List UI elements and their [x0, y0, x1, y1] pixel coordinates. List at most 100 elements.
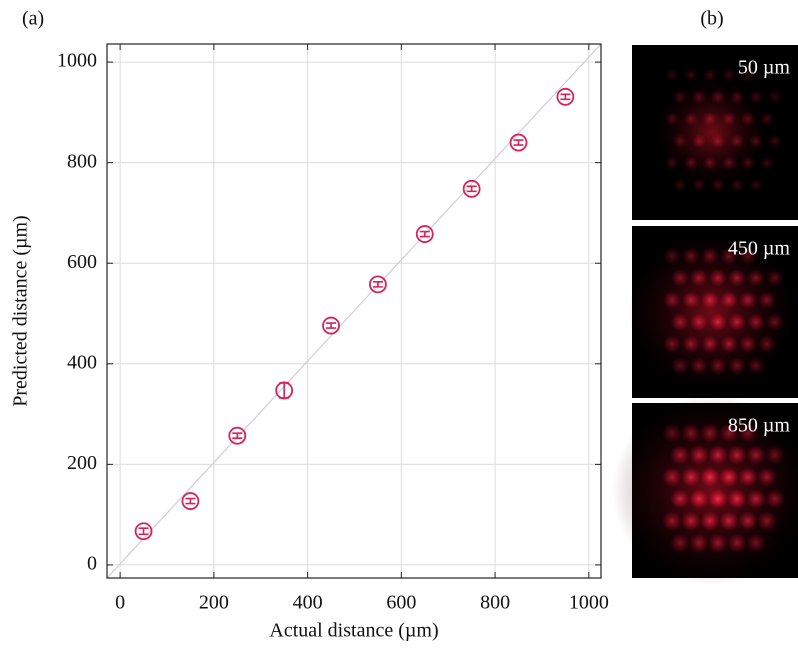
speckle-spot	[740, 155, 756, 171]
speckle-spot	[767, 133, 783, 149]
x-axis-label: Actual distance (µm)	[269, 620, 438, 642]
speckle-spot	[758, 335, 776, 353]
speckle-spot	[671, 313, 689, 331]
speckle-spot	[690, 313, 708, 331]
speckle-spot	[759, 111, 775, 127]
speckle-spot	[746, 445, 766, 465]
speckle-spot	[758, 291, 776, 309]
speckle-spot	[729, 177, 745, 193]
y-tick-label: 200	[67, 452, 97, 474]
speckle-spot	[690, 269, 708, 287]
speckle-spot	[738, 511, 758, 531]
speckle-spot	[683, 155, 699, 171]
y-tick-label: 600	[67, 251, 97, 273]
marker	[509, 133, 528, 152]
speckle-spot	[710, 177, 726, 193]
speckle-spot	[740, 67, 756, 83]
speckle-spot	[740, 111, 756, 127]
marker	[322, 316, 340, 335]
speckle-spot	[662, 467, 682, 487]
speckle-spot	[767, 89, 783, 105]
speckle-spot	[681, 423, 701, 443]
speckle-spot	[700, 423, 720, 443]
y-tick-label: 400	[67, 351, 97, 373]
speckle-spot	[721, 67, 737, 83]
speckle-spot	[671, 357, 689, 375]
speckle-spot	[748, 89, 764, 105]
x-tick-label: 200	[199, 592, 229, 614]
panel-label: (a)	[22, 8, 44, 30]
reference-line	[106, 43, 602, 579]
image-label: 850 µm	[728, 415, 791, 437]
speckle-spot	[765, 489, 785, 509]
speckle-spot	[728, 313, 746, 331]
panel-label: (b)	[700, 8, 723, 30]
speckle-spot	[757, 511, 777, 531]
speckle-spot	[664, 67, 680, 83]
speckle-spot	[766, 313, 784, 331]
speckle-spot	[701, 247, 719, 265]
speckle-spot	[691, 133, 707, 149]
marker	[134, 522, 153, 541]
speckle-spot	[747, 269, 765, 287]
speckle-spot	[672, 89, 688, 105]
marker	[415, 225, 434, 243]
speckle-spot	[702, 155, 718, 171]
error-bar	[560, 93, 571, 101]
speckle-spot	[728, 357, 746, 375]
speckle-spot	[739, 335, 757, 353]
plot-frame	[106, 43, 602, 579]
speckle-spot	[702, 111, 718, 127]
speckle-spot	[670, 445, 690, 465]
speckle-spot	[702, 67, 718, 83]
speckle-spot	[690, 357, 708, 375]
speckle-spot	[682, 247, 700, 265]
marker	[181, 492, 200, 510]
speckle-spot	[682, 335, 700, 353]
speckle-spot	[719, 511, 739, 531]
speckle-spot	[748, 177, 764, 193]
speckle-spot	[664, 155, 680, 171]
speckle-spot	[720, 247, 738, 265]
speckle-spot	[709, 313, 727, 331]
marker	[462, 179, 481, 198]
image-label: 450 µm	[728, 238, 791, 260]
speckle-spot	[757, 467, 777, 487]
speckle-spot	[663, 291, 681, 309]
y-tick-label: 1000	[57, 50, 97, 72]
speckle-spot	[719, 467, 739, 487]
speckle-spot	[701, 291, 719, 309]
speckle-spot	[670, 489, 690, 509]
speckle-spot	[681, 511, 701, 531]
speckle-spot	[708, 445, 728, 465]
speckle-spot	[720, 291, 738, 309]
error-bar	[326, 322, 337, 329]
error-bar	[372, 281, 383, 288]
marker	[228, 426, 247, 445]
error-bar	[466, 185, 477, 193]
speckle-spot	[689, 489, 709, 509]
image-label: 50 µm	[738, 57, 791, 79]
error-bar	[138, 527, 149, 536]
x-tick-label: 1000	[569, 592, 609, 614]
y-tick-label: 800	[67, 150, 97, 172]
speckle-spot	[708, 489, 728, 509]
speckle-spot	[671, 269, 689, 287]
speckle-spot	[670, 533, 690, 553]
x-tick-label: 0	[115, 592, 125, 614]
speckle-spot	[682, 291, 700, 309]
speckle-spot	[663, 335, 681, 353]
speckle-spot	[710, 133, 726, 149]
marker	[369, 275, 387, 294]
image-glow	[656, 78, 768, 187]
x-tick-label: 600	[386, 592, 416, 614]
marker	[275, 381, 294, 400]
speckle-spot	[689, 445, 709, 465]
speckle-spot	[739, 291, 757, 309]
speckle-spot	[701, 335, 719, 353]
y-axis-label: Predicted distance (µm)	[10, 215, 32, 406]
speckle-spot	[727, 489, 747, 509]
speckle-spot	[708, 533, 728, 553]
speckle-spot	[748, 133, 764, 149]
